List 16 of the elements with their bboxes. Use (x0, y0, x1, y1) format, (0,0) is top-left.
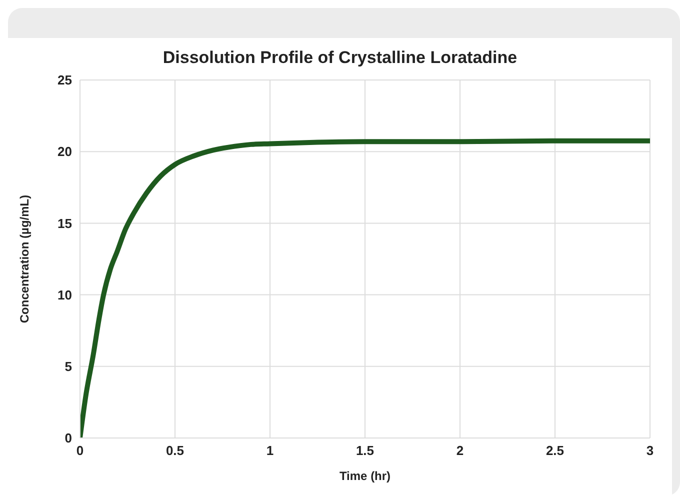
x-axis-title: Time (hr) (339, 469, 391, 483)
x-tick-label: 2 (456, 443, 464, 458)
x-tick-label: 2.5 (546, 443, 564, 458)
y-tick-label: 25 (58, 72, 72, 88)
chart-title: Dissolution Profile of Crystalline Loratadine (162, 47, 518, 68)
y-tick-label: 0 (64, 430, 72, 446)
y-tick-label: 10 (58, 287, 72, 302)
x-tick-label: 0.5 (166, 443, 184, 458)
x-tick-label: 3 (646, 443, 654, 458)
y-tick-label: 20 (58, 144, 72, 160)
y-axis-title: Concentration (µg/mL) (17, 194, 32, 324)
y-tick-label: 15 (58, 216, 72, 231)
x-tick-label: 1 (266, 443, 274, 458)
y-tick-label: 5 (64, 359, 72, 374)
x-tick-label: 0 (76, 443, 84, 458)
x-tick-label: 1.5 (356, 443, 374, 458)
